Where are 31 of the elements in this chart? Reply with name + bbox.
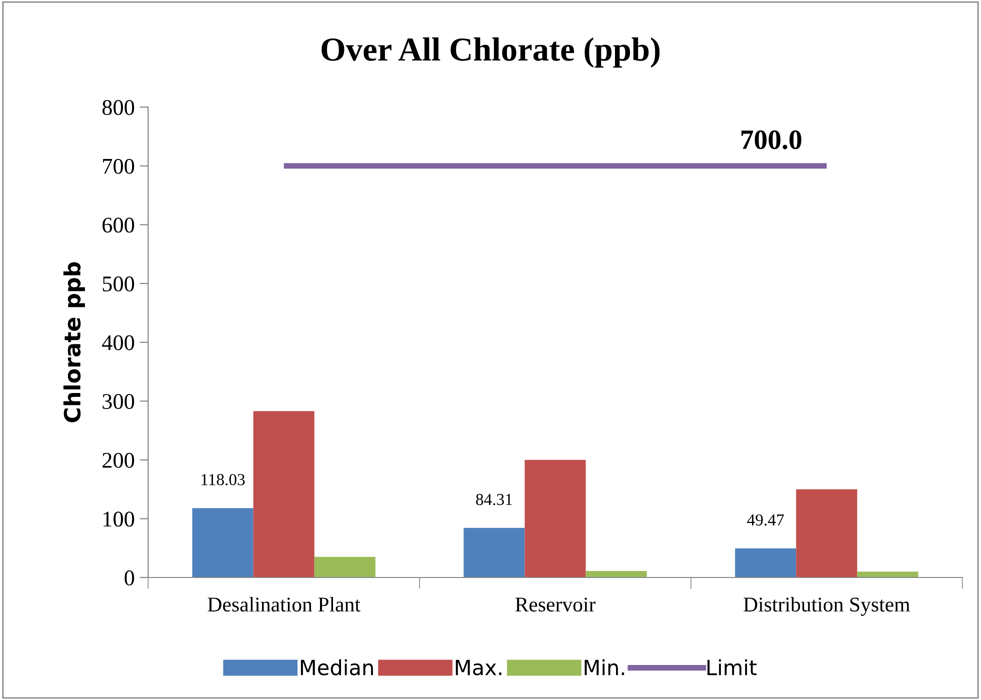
data-label: 84.31 [476, 494, 512, 506]
legend-label: Max. [456, 660, 502, 676]
legend-label: Median [300, 659, 373, 676]
y-tick-label: 800 [102, 100, 134, 116]
bar [253, 411, 314, 578]
bar [586, 571, 647, 578]
bar [524, 460, 586, 578]
x-tick-label: Reservoir [515, 598, 596, 612]
legend-label: Min. [584, 659, 624, 676]
bar [796, 489, 858, 578]
y-tick-label: 200 [102, 452, 134, 468]
x-tick-label: Desalination Plant [208, 596, 360, 612]
legend-label: Limit [708, 659, 757, 676]
x-tick-label: Distribution System [744, 596, 910, 616]
chart-title: Over All Chlorate (ppb) [322, 37, 660, 68]
y-tick-label: 100 [104, 512, 134, 527]
data-label: 118.03 [202, 474, 245, 486]
bar [192, 508, 254, 578]
y-tick-label: 500 [102, 276, 134, 292]
y-axis-title: Chlorate ppb [63, 262, 85, 422]
bar [857, 572, 918, 578]
y-tick-label: 400 [102, 335, 134, 350]
bar [464, 528, 525, 578]
y-tick-label: 300 [102, 394, 134, 410]
y-tick-label: 0 [124, 570, 134, 586]
bar [314, 556, 376, 578]
y-tick-label: 700 [103, 158, 134, 174]
y-tick-label: 600 [102, 218, 134, 233]
bar [735, 548, 796, 578]
data-label: 700.0 [741, 130, 802, 150]
data-label: 49.47 [747, 514, 784, 526]
